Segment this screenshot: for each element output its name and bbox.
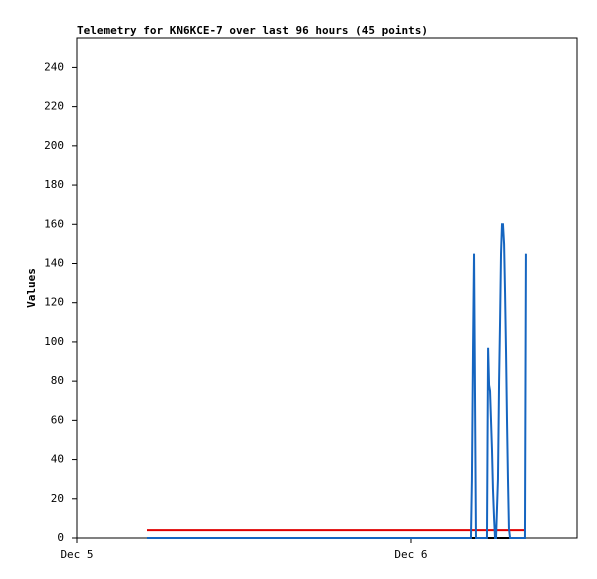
x-tick-label: Dec 6 <box>394 548 427 561</box>
y-tick-label: 80 <box>51 374 64 387</box>
x-tick-label: Dec 5 <box>60 548 93 561</box>
plot-frame <box>76 37 578 539</box>
y-axis-label: Values <box>25 268 38 308</box>
y-tick-label: 120 <box>44 296 64 309</box>
y-tick-label: 220 <box>44 100 64 113</box>
y-tick-label: 160 <box>44 217 64 230</box>
y-tick-label: 60 <box>51 413 64 426</box>
y-tick-label: 200 <box>44 139 64 152</box>
y-tick-label: 40 <box>51 453 64 466</box>
y-tick-label: 20 <box>51 492 64 505</box>
chart-title: Telemetry for KN6KCE-7 over last 96 hour… <box>77 24 428 37</box>
y-tick-label: 240 <box>44 60 64 73</box>
y-tick-label: 100 <box>44 335 64 348</box>
y-tick-label: 180 <box>44 178 64 191</box>
y-tick-label: 0 <box>57 531 64 544</box>
y-tick-label: 140 <box>44 256 64 269</box>
data-line <box>146 223 527 539</box>
